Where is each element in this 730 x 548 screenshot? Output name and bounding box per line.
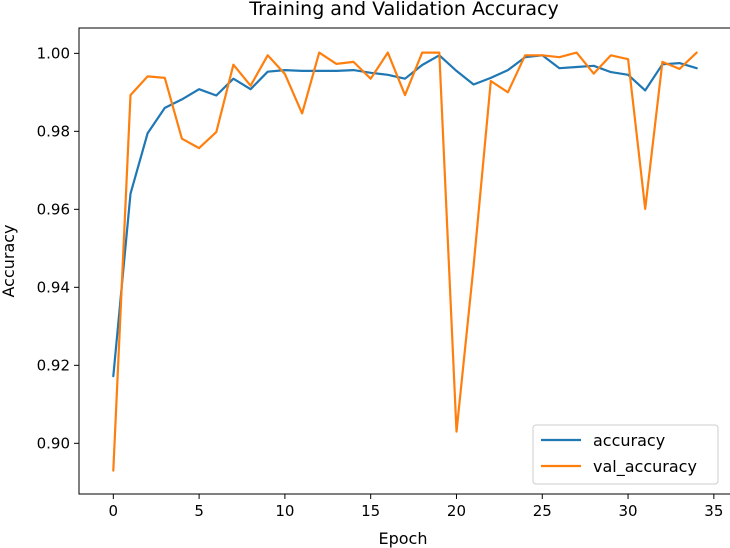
legend: accuracy val_accuracy (532, 424, 719, 485)
x-tick-label: 10 (275, 502, 294, 520)
y-tick-label: 0.94 (37, 278, 70, 296)
x-tick-label: 25 (533, 502, 552, 520)
x-tick-label: 15 (361, 502, 380, 520)
series-line-val-accuracy (112, 51, 698, 472)
plot-frame (78, 27, 730, 495)
x-tick-label: 0 (109, 502, 119, 520)
series-line-accuracy (112, 54, 698, 378)
y-axis-label: Accuracy (0, 224, 18, 297)
x-axis-label: Epoch (379, 529, 428, 548)
legend-label-val-accuracy: val_accuracy (593, 457, 697, 477)
y-tick-label: 1.00 (37, 44, 70, 62)
legend-label-accuracy: accuracy (593, 431, 665, 450)
y-tick-label: 0.92 (37, 356, 70, 374)
x-tick-label: 5 (194, 502, 204, 520)
series-layer (112, 51, 698, 472)
x-axis: 0 5 10 15 20 25 30 35 (109, 494, 723, 520)
x-tick-label: 35 (704, 502, 723, 520)
y-tick-label: 0.96 (37, 200, 70, 218)
x-tick-label: 30 (619, 502, 638, 520)
y-tick-label: 0.98 (37, 122, 70, 140)
chart-title: Training and Validation Accuracy (248, 0, 558, 20)
y-axis: 0.90 0.92 0.94 0.96 0.98 1.00 (37, 44, 79, 452)
x-tick-label: 20 (447, 502, 466, 520)
y-tick-label: 0.90 (37, 434, 70, 452)
